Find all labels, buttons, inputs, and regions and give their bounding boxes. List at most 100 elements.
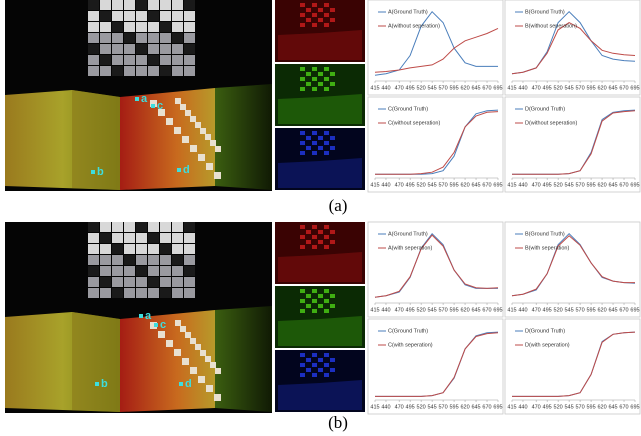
- white-tile: [210, 362, 216, 368]
- x-tick-label: 620: [460, 182, 469, 188]
- channel-cell: [300, 131, 305, 135]
- board-cell: [172, 266, 183, 276]
- channel-cell: [318, 18, 323, 22]
- channel-cell: [300, 77, 305, 81]
- channel-cell: [330, 72, 335, 76]
- white-tile: [214, 172, 221, 179]
- x-tick-label: 695: [630, 182, 639, 188]
- x-tick-label: 695: [630, 404, 639, 410]
- channel-cell: [324, 151, 329, 155]
- white-tile: [182, 136, 189, 143]
- board-cell: [184, 55, 195, 65]
- white-tile: [174, 349, 181, 356]
- board-cell: [88, 22, 99, 32]
- board-cell: [172, 11, 183, 21]
- board-cell: [124, 233, 135, 243]
- white-tile: [205, 134, 211, 140]
- channel-cell: [318, 304, 323, 308]
- board-cell: [100, 11, 111, 21]
- white-tile: [182, 358, 189, 365]
- x-tick-label: 440: [518, 307, 527, 313]
- channel-cell: [312, 363, 317, 367]
- channel-cell: [300, 299, 305, 303]
- white-tile: [205, 356, 211, 362]
- x-tick-label: 470: [395, 182, 404, 188]
- middle-wall: [72, 312, 120, 412]
- panel-caption: (b): [328, 413, 348, 432]
- channel-cell: [312, 353, 317, 357]
- board-cell: [124, 55, 135, 65]
- channel-cell: [312, 87, 317, 91]
- channel-cell: [312, 235, 317, 239]
- x-tick-label: 545: [565, 404, 574, 410]
- board-cell: [136, 266, 147, 276]
- board-cell: [112, 266, 123, 276]
- x-tick-label: 415: [507, 182, 516, 188]
- white-tile: [150, 100, 157, 107]
- board-cell: [184, 22, 195, 32]
- white-tile: [200, 350, 206, 356]
- x-tick-label: 645: [608, 182, 617, 188]
- board-cell: [124, 277, 135, 287]
- x-tick-label: 470: [395, 404, 404, 410]
- chart-frame: [367, 0, 504, 96]
- channel-cell: [324, 67, 329, 71]
- label-marker: [91, 170, 95, 174]
- channel-cell: [312, 23, 317, 27]
- photo-label: d: [183, 164, 190, 176]
- channel-cell: [306, 304, 311, 308]
- board-cell: [112, 55, 123, 65]
- x-tick-label: 415: [370, 85, 379, 91]
- x-tick-label: 595: [449, 307, 458, 313]
- x-tick-label: 670: [482, 307, 491, 313]
- x-tick-label: 645: [471, 182, 480, 188]
- channel-cell: [324, 225, 329, 229]
- board-cell: [160, 0, 171, 10]
- board-cell: [88, 244, 99, 254]
- channel-cell: [306, 230, 311, 234]
- channel-cell: [330, 82, 335, 86]
- channel-cell: [300, 141, 305, 145]
- board-cell: [136, 244, 147, 254]
- board-cell: [88, 288, 99, 298]
- board-cell: [136, 255, 147, 265]
- channel-cell: [312, 225, 317, 229]
- channel-cell: [330, 304, 335, 308]
- channel-cell: [306, 358, 311, 362]
- x-tick-label: 495: [406, 85, 415, 91]
- board-cell: [88, 55, 99, 65]
- x-tick-label: 520: [554, 182, 563, 188]
- x-tick-label: 545: [565, 182, 574, 188]
- channel-cell: [318, 136, 323, 140]
- channel-wall: [278, 158, 362, 188]
- legend-label: C(with seperation): [388, 342, 433, 348]
- photo-label: d: [185, 378, 192, 390]
- channel-cell: [330, 136, 335, 140]
- board-cell: [148, 33, 159, 43]
- x-tick-label: 695: [630, 307, 639, 313]
- x-tick-label: 520: [417, 182, 426, 188]
- x-tick-label: 415: [507, 85, 516, 91]
- x-tick-label: 440: [381, 404, 390, 410]
- channel-cell: [306, 368, 311, 372]
- channel-cell: [324, 77, 329, 81]
- board-cell: [124, 44, 135, 54]
- x-tick-label: 520: [554, 307, 563, 313]
- x-tick-label: 670: [482, 182, 491, 188]
- board-cell: [136, 66, 147, 76]
- label-marker: [135, 97, 139, 101]
- channel-cell: [312, 77, 317, 81]
- x-tick-label: 670: [619, 307, 628, 313]
- board-cell: [148, 288, 159, 298]
- x-tick-label: 415: [370, 182, 379, 188]
- x-tick-label: 570: [575, 85, 584, 91]
- x-tick-label: 520: [417, 404, 426, 410]
- x-tick-label: 645: [471, 307, 480, 313]
- channel-cell: [318, 358, 323, 362]
- x-tick-label: 620: [460, 404, 469, 410]
- x-tick-label: 570: [438, 182, 447, 188]
- board-cell: [184, 44, 195, 54]
- channel-cell: [318, 72, 323, 76]
- channel-cell: [300, 3, 305, 7]
- x-tick-label: 670: [619, 182, 628, 188]
